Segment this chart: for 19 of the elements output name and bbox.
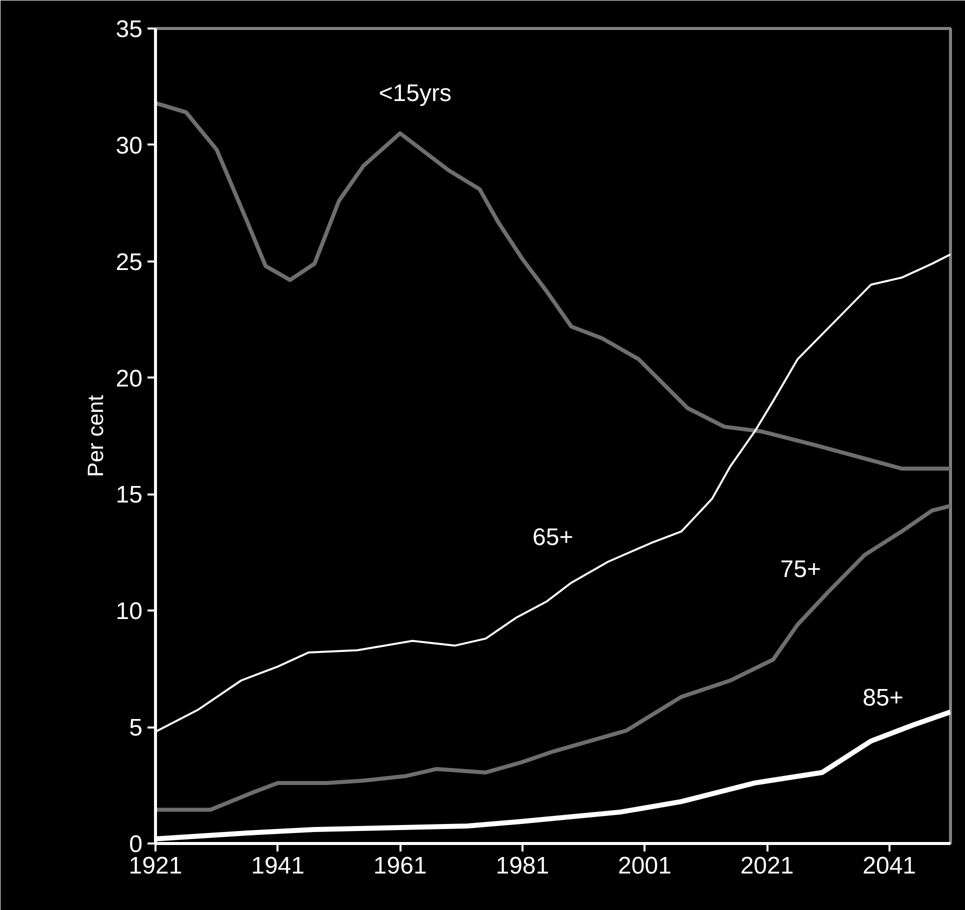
y-tick-label: 35 <box>116 16 143 43</box>
x-tick-label: 1961 <box>373 852 427 880</box>
y-tick-label: 25 <box>116 248 143 276</box>
y-tick-label: 5 <box>129 714 143 742</box>
series-label: 75+ <box>780 556 821 584</box>
y-axis-title: Per cent <box>82 395 108 477</box>
series-label: 65+ <box>532 524 574 551</box>
x-tick-label: 1981 <box>496 852 550 880</box>
x-tick-label: 2021 <box>740 852 794 880</box>
y-tick-label: 20 <box>116 365 143 392</box>
series-label: <15yrs <box>378 80 452 107</box>
x-tick-label: 1941 <box>251 852 305 880</box>
x-tick-label: 2041 <box>862 852 916 880</box>
y-tick-label: 15 <box>116 482 143 509</box>
y-tick-label: 30 <box>116 132 143 160</box>
x-tick-label: 2001 <box>618 852 672 880</box>
series-label: 85+ <box>862 684 904 712</box>
y-tick-label: 10 <box>116 598 143 626</box>
line-series <box>156 504 950 812</box>
